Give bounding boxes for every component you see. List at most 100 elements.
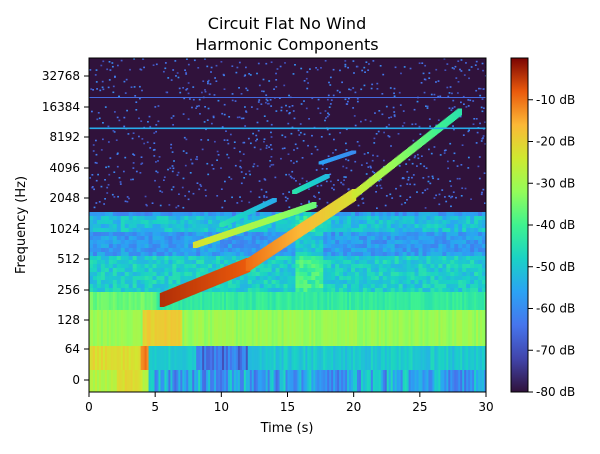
heatmap-cell (446, 212, 452, 216)
heatmap-cell (339, 252, 345, 256)
heatmap-cell (89, 216, 95, 220)
noise-speck (365, 173, 368, 175)
heatmap-cell (231, 248, 238, 252)
heatmap-cell (470, 236, 476, 240)
noise-speck (325, 168, 328, 170)
heatmap-cell (134, 346, 138, 370)
heatmap-cell (442, 346, 445, 370)
heatmap-cell (154, 290, 158, 310)
heatmap-cell (331, 224, 337, 228)
noise-speck (233, 141, 236, 143)
heatmap-cell (301, 310, 304, 346)
heatmap-cell (200, 236, 206, 240)
noise-speck (412, 139, 415, 142)
heatmap-cell (418, 310, 422, 346)
heatmap-cell (315, 290, 318, 310)
heatmap-cell (406, 276, 412, 280)
heatmap-cell (450, 272, 456, 276)
heatmap-cell (347, 252, 353, 256)
heatmap-cell (128, 228, 134, 232)
heatmap-cell (180, 370, 183, 392)
colorbar-tick-label: -10 dB (536, 93, 575, 107)
heatmap-cell (313, 346, 316, 370)
heatmap-cell (172, 232, 178, 236)
heatmap-cell (402, 224, 408, 228)
heatmap-cell (200, 248, 206, 252)
heatmap-cell (430, 256, 436, 260)
heatmap-cell (303, 268, 309, 272)
heatmap-cell (351, 346, 354, 370)
noise-speck (414, 123, 417, 125)
heatmap-cell (89, 248, 95, 252)
heatmap-cell (458, 212, 464, 216)
heatmap-cell (243, 220, 249, 224)
noise-speck (245, 110, 247, 112)
noise-speck (435, 194, 438, 197)
heatmap-cell (432, 290, 435, 310)
heatmap-cell (323, 236, 329, 240)
heatmap-cell (196, 236, 202, 240)
heatmap-cell (184, 232, 190, 236)
noise-speck (108, 79, 111, 81)
heatmap-cell (446, 260, 452, 264)
noise-speck (171, 170, 174, 173)
heatmap-cell (283, 224, 289, 228)
noise-speck (315, 169, 318, 171)
heatmap-cell (339, 276, 345, 280)
noise-speck (356, 141, 359, 143)
heatmap-cell (430, 280, 436, 284)
noise-speck (185, 89, 188, 91)
heatmap-cell (319, 290, 322, 310)
heatmap-cell (231, 346, 235, 370)
heatmap-cell (227, 256, 234, 260)
noise-speck (481, 110, 484, 113)
heatmap-cell (351, 248, 357, 252)
heatmap-cell (321, 310, 324, 346)
heatmap-cell (295, 216, 301, 220)
noise-speck (308, 188, 310, 190)
noise-speck (245, 173, 247, 175)
noise-speck (444, 149, 447, 151)
heatmap-cell (112, 216, 118, 220)
heatmap-cell (470, 240, 476, 244)
heatmap-cell (432, 310, 435, 346)
heatmap-cell (454, 228, 460, 232)
heatmap-cell (398, 288, 404, 292)
noise-speck (226, 153, 229, 156)
heatmap-cell (180, 346, 183, 370)
heatmap-cell (283, 220, 289, 224)
heatmap-cell (462, 310, 465, 346)
heatmap-cell (327, 280, 333, 284)
noise-speck (327, 94, 330, 97)
heatmap-cell (468, 370, 471, 392)
heatmap-cell (255, 232, 261, 236)
noise-speck (111, 193, 114, 196)
heatmap-cell (476, 370, 479, 392)
noise-speck (149, 147, 152, 149)
noise-speck (262, 90, 265, 93)
heatmap-cell (174, 310, 177, 346)
harmonic-mark (457, 108, 462, 116)
heatmap-cell (196, 346, 199, 370)
heatmap-cell (382, 216, 388, 220)
heatmap-cell (323, 224, 329, 228)
noise-speck (291, 170, 294, 173)
heatmap-cell (406, 268, 412, 272)
noise-speck (305, 107, 308, 110)
heatmap-cell (390, 310, 394, 346)
heatmap-cell (390, 228, 396, 232)
heatmap-cell (362, 252, 369, 256)
noise-speck (280, 106, 283, 109)
noise-speck (295, 180, 297, 182)
heatmap-cell (315, 256, 321, 260)
heatmap-cell (186, 290, 189, 310)
heatmap-cell (158, 290, 162, 310)
heatmap-cell (303, 310, 306, 346)
noise-speck (450, 185, 453, 187)
heatmap-cell (422, 252, 428, 256)
heatmap-cell (434, 290, 437, 310)
heatmap-cell (420, 346, 424, 370)
heatmap-cell (100, 288, 107, 292)
noise-speck (371, 159, 374, 162)
heatmap-cell (366, 346, 370, 370)
